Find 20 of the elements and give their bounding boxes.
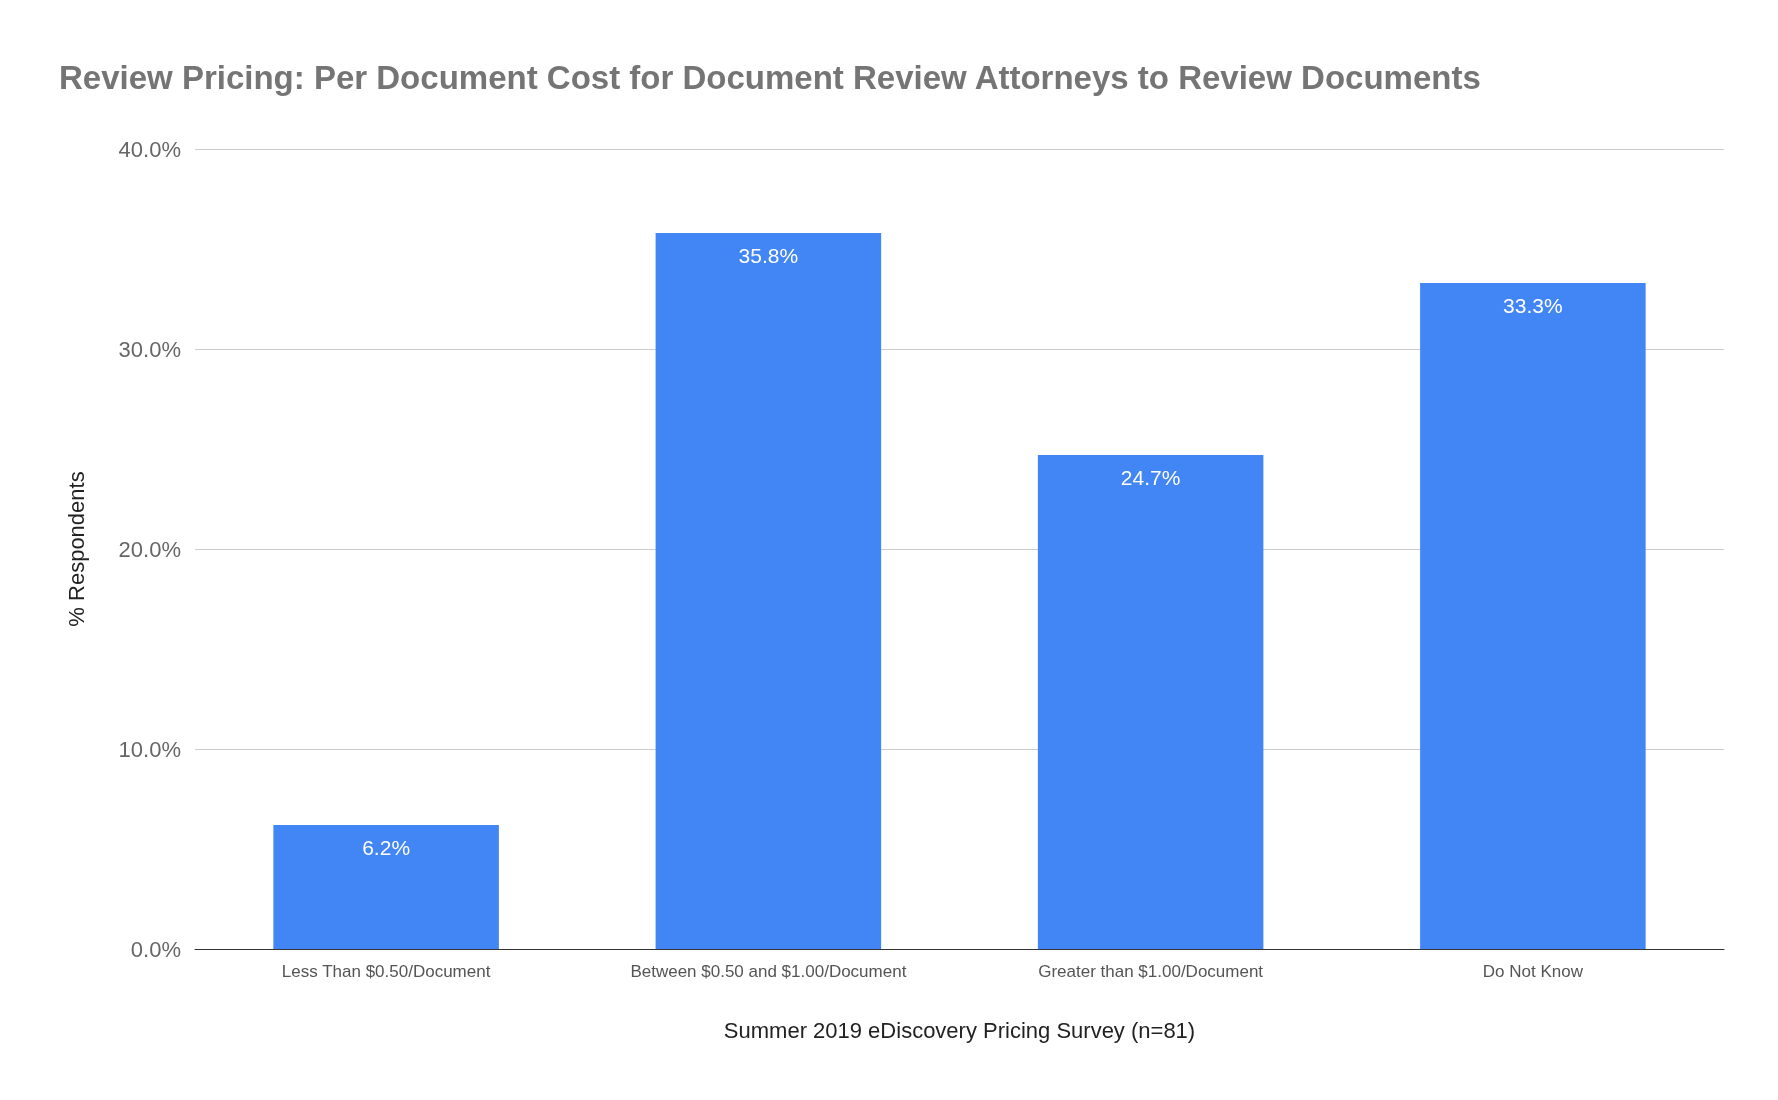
x-tick-label: Between $0.50 and $1.00/Document — [630, 962, 907, 981]
bar — [655, 233, 882, 949]
x-axis-title: Summer 2019 eDiscovery Pricing Survey (n=81) — [723, 1017, 1196, 1043]
bar — [1037, 455, 1264, 949]
chart-title: Review Pricing: Per Document Cost for Document Review Attorneys to Review Documents — [59, 59, 1481, 96]
y-axis-title: % Respondents — [63, 471, 89, 627]
bar — [1420, 283, 1646, 949]
x-tick-label: Greater than $1.00/Document — [1038, 962, 1264, 981]
x-tick-label: Less Than $0.50/Document — [281, 962, 491, 981]
data-label: 33.3% — [1503, 294, 1563, 317]
data-label: 24.7% — [1120, 466, 1181, 489]
bar — [273, 825, 499, 949]
y-tick-label: 0.0% — [130, 936, 181, 962]
x-tick-label: Do Not Know — [1482, 962, 1584, 981]
y-tick-label: 40.0% — [118, 136, 181, 162]
data-label: 35.8% — [738, 244, 799, 267]
y-tick-label: 20.0% — [118, 536, 181, 562]
data-label: 6.2% — [362, 836, 411, 859]
y-tick-label: 10.0% — [118, 736, 181, 762]
y-tick-label: 30.0% — [118, 336, 181, 362]
